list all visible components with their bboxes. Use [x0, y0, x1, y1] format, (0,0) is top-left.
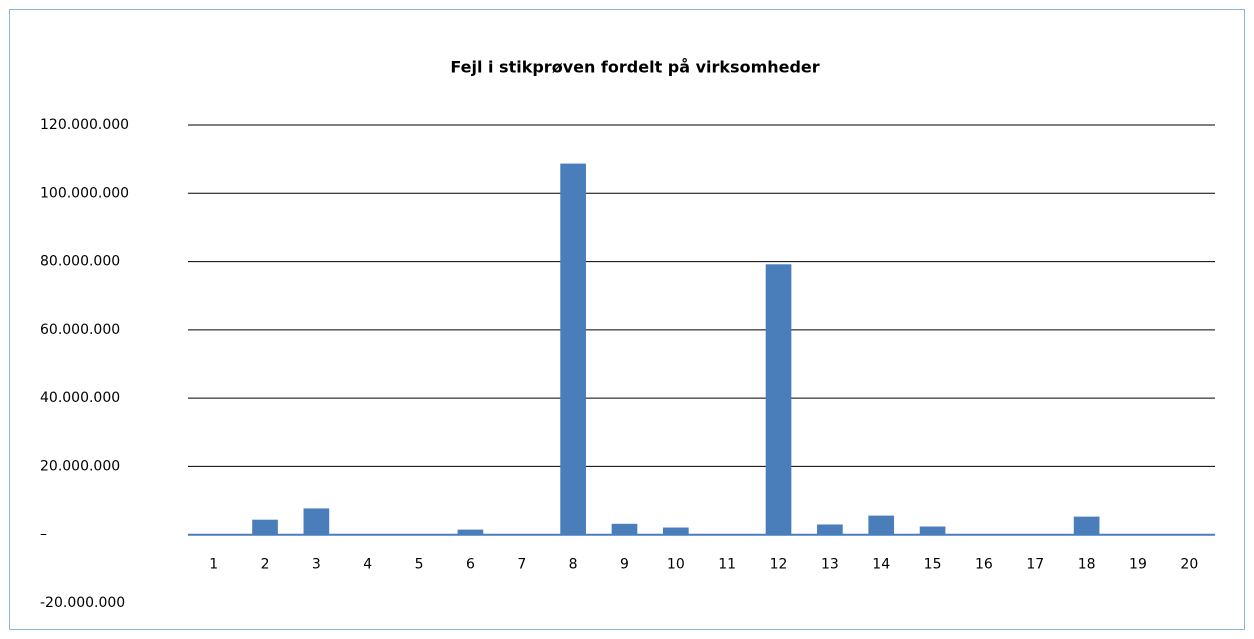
- bar: [611, 523, 638, 535]
- bar: [765, 264, 792, 535]
- x-tick-label: 10: [667, 557, 685, 573]
- x-tick-label: 3: [312, 557, 321, 573]
- x-tick-label: 2: [261, 557, 270, 573]
- x-tick-label: 5: [415, 557, 424, 573]
- y-tick-label: 80.000.000: [40, 254, 120, 270]
- x-tick-label: 7: [517, 557, 526, 573]
- x-tick-label: 8: [569, 557, 578, 573]
- x-tick-label: 13: [821, 557, 839, 573]
- y-tick-label: -20.000.000: [40, 595, 125, 611]
- x-tick-label: 11: [718, 557, 736, 573]
- y-tick-label: 40.000.000: [40, 390, 120, 406]
- x-tick-label: 20: [1180, 557, 1198, 573]
- x-tick-label: 9: [620, 557, 629, 573]
- y-tick-label: 60.000.000: [40, 322, 120, 338]
- x-tick-label: 12: [770, 557, 788, 573]
- bar: [919, 526, 946, 535]
- bar: [457, 529, 484, 535]
- y-tick-label: 20.000.000: [40, 458, 120, 474]
- y-tick-label: 120.000.000: [40, 117, 129, 133]
- y-tick-label: 100.000.000: [40, 185, 129, 201]
- chart-title: Fejl i stikprøven fordelt på virksomhede…: [450, 58, 819, 77]
- x-tick-label: 4: [363, 557, 372, 573]
- x-tick-label: 16: [975, 557, 993, 573]
- chart-frame: [9, 9, 1245, 630]
- x-tick-label: 18: [1078, 557, 1096, 573]
- bar: [662, 527, 689, 535]
- bar: [868, 515, 895, 535]
- x-tick-label: 1: [209, 557, 218, 573]
- x-tick-label: 17: [1026, 557, 1044, 573]
- bar: [303, 508, 330, 535]
- bar: [252, 519, 278, 535]
- bar: [817, 524, 843, 535]
- bar: [560, 163, 586, 535]
- x-tick-label: 6: [466, 557, 475, 573]
- x-tick-label: 15: [924, 557, 942, 573]
- x-tick-label: 14: [872, 557, 890, 573]
- x-tick-label: 19: [1129, 557, 1147, 573]
- y-tick-label: –: [40, 527, 47, 543]
- bar: [1073, 516, 1100, 535]
